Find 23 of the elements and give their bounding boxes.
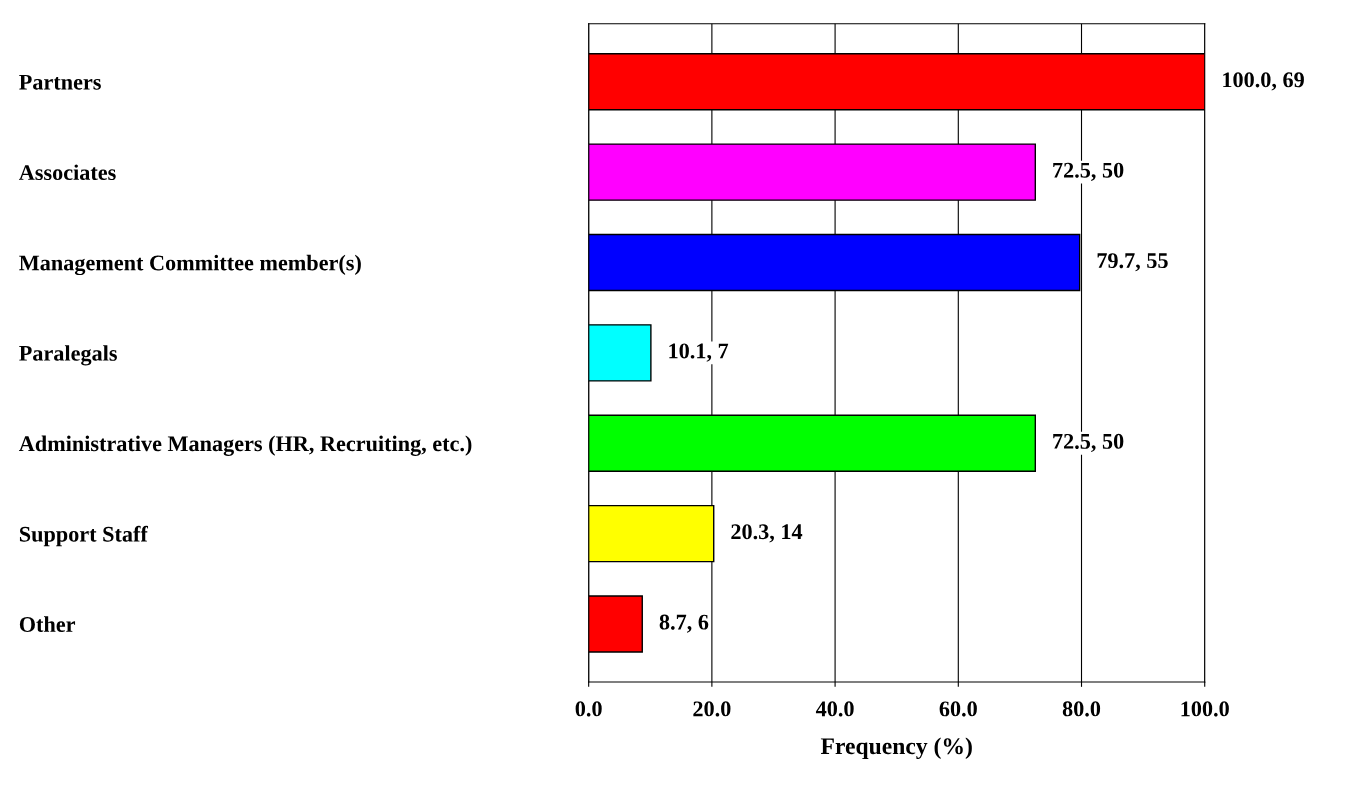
x-tick-label: 60.0 xyxy=(939,701,977,717)
x-tick-label: 0.0 xyxy=(575,701,602,717)
data-label: 100.0, 69 xyxy=(1223,72,1304,91)
y-tick-label: Paralegals xyxy=(19,345,117,366)
data-label: 79.7, 55 xyxy=(1097,253,1168,272)
x-axis-title: Frequency (%) xyxy=(820,737,972,760)
bar xyxy=(588,595,643,653)
data-label: 8.7, 6 xyxy=(659,614,709,633)
bar xyxy=(588,324,652,382)
y-tick-label: Other xyxy=(19,616,76,632)
y-tick-label: Management Committee member(s) xyxy=(19,254,361,276)
x-tick-label: 80.0 xyxy=(1062,701,1101,717)
x-tick-label: 40.0 xyxy=(815,701,854,717)
x-tick-label: 100.0 xyxy=(1181,701,1229,717)
y-tick-label: Administrative Managers (HR, Recruiting, etc.) xyxy=(18,435,472,456)
data-label: 10.1, 7 xyxy=(669,343,729,362)
y-tick-label: Associates xyxy=(18,164,116,181)
data-label: 72.5, 50 xyxy=(1053,162,1124,181)
data-label: 72.5, 50 xyxy=(1053,433,1124,453)
data-label: 20.3, 14 xyxy=(731,524,803,543)
y-tick-label: Partners xyxy=(19,74,101,90)
y-tick-label: Support Staff xyxy=(19,525,149,547)
x-tick-label: 20.0 xyxy=(693,701,731,717)
